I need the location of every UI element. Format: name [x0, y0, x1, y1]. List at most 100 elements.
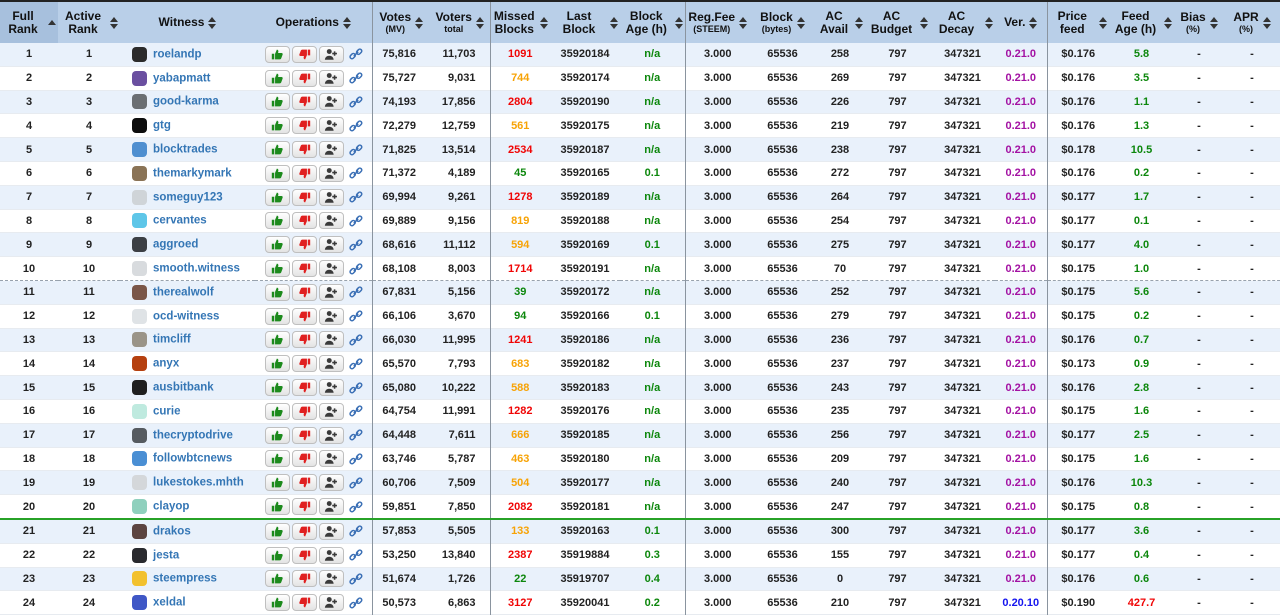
witness-link[interactable]: anyx — [153, 357, 180, 370]
downvote-button[interactable] — [291, 93, 317, 111]
witness-link[interactable]: ausbitbank — [153, 381, 214, 394]
chain-link-icon[interactable] — [349, 143, 363, 157]
downvote-button[interactable] — [291, 546, 317, 564]
witness-link[interactable]: themarkymark — [153, 167, 232, 180]
column-header-witness[interactable]: Witness — [120, 2, 255, 43]
add-proxy-button[interactable] — [318, 141, 344, 159]
chain-link-icon[interactable] — [349, 119, 363, 133]
column-header-active_rank[interactable]: Active Rank — [58, 2, 120, 43]
chain-link-icon[interactable] — [349, 333, 363, 347]
chain-link-icon[interactable] — [349, 71, 363, 85]
upvote-button[interactable] — [264, 522, 290, 540]
upvote-button[interactable] — [264, 212, 290, 230]
downvote-button[interactable] — [291, 522, 317, 540]
downvote-button[interactable] — [291, 474, 317, 492]
column-header-missed[interactable]: Missed Blocks — [490, 2, 550, 43]
column-header-last_block[interactable]: Last Block — [550, 2, 620, 43]
witness-link[interactable]: gtg — [153, 119, 171, 132]
downvote-button[interactable] — [291, 260, 317, 278]
add-proxy-button[interactable] — [318, 236, 344, 254]
witness-link[interactable]: steempress — [153, 572, 217, 585]
column-header-votes[interactable]: Votes (MV) — [372, 2, 430, 43]
downvote-button[interactable] — [291, 426, 317, 444]
chain-link-icon[interactable] — [349, 548, 363, 562]
chain-link-icon[interactable] — [349, 190, 363, 204]
downvote-button[interactable] — [291, 283, 317, 301]
column-header-ac_avail[interactable]: AC Avail — [815, 2, 865, 43]
witness-link[interactable]: cervantes — [153, 214, 207, 227]
add-proxy-button[interactable] — [318, 93, 344, 111]
add-proxy-button[interactable] — [318, 474, 344, 492]
downvote-button[interactable] — [291, 570, 317, 588]
add-proxy-button[interactable] — [318, 188, 344, 206]
add-proxy-button[interactable] — [318, 307, 344, 325]
witness-link[interactable]: followbtcnews — [153, 452, 233, 465]
add-proxy-button[interactable] — [318, 546, 344, 564]
chain-link-icon[interactable] — [349, 452, 363, 466]
add-proxy-button[interactable] — [318, 570, 344, 588]
add-proxy-button[interactable] — [318, 355, 344, 373]
witness-link[interactable]: ocd-witness — [153, 310, 220, 323]
chain-link-icon[interactable] — [349, 596, 363, 610]
witness-link[interactable]: timcliff — [153, 333, 191, 346]
add-proxy-button[interactable] — [318, 283, 344, 301]
witness-link[interactable]: smooth.witness — [153, 262, 240, 275]
witness-link[interactable]: jesta — [153, 549, 180, 562]
downvote-button[interactable] — [291, 379, 317, 397]
add-proxy-button[interactable] — [318, 379, 344, 397]
chain-link-icon[interactable] — [349, 428, 363, 442]
upvote-button[interactable] — [264, 594, 290, 612]
upvote-button[interactable] — [264, 141, 290, 159]
upvote-button[interactable] — [264, 283, 290, 301]
witness-link[interactable]: aggroed — [153, 238, 199, 251]
downvote-button[interactable] — [291, 450, 317, 468]
column-header-full_rank[interactable]: Full Rank — [0, 2, 58, 43]
witness-link[interactable]: thecryptodrive — [153, 429, 233, 442]
downvote-button[interactable] — [291, 212, 317, 230]
witness-link[interactable]: someguy123 — [153, 191, 223, 204]
column-header-voters[interactable]: Voters total — [430, 2, 491, 43]
upvote-button[interactable] — [264, 260, 290, 278]
chain-link-icon[interactable] — [349, 404, 363, 418]
chain-link-icon[interactable] — [349, 95, 363, 109]
chain-link-icon[interactable] — [349, 476, 363, 490]
column-header-ac_decay[interactable]: AC Decay — [930, 2, 995, 43]
upvote-button[interactable] — [264, 307, 290, 325]
upvote-button[interactable] — [264, 117, 290, 135]
witness-link[interactable]: clayop — [153, 500, 190, 513]
add-proxy-button[interactable] — [318, 69, 344, 87]
add-proxy-button[interactable] — [318, 45, 344, 63]
column-header-reg_fee[interactable]: Reg.Fee (STEEM) — [685, 2, 750, 43]
add-proxy-button[interactable] — [318, 117, 344, 135]
upvote-button[interactable] — [264, 546, 290, 564]
downvote-button[interactable] — [291, 141, 317, 159]
add-proxy-button[interactable] — [318, 402, 344, 420]
chain-link-icon[interactable] — [349, 309, 363, 323]
downvote-button[interactable] — [291, 117, 317, 135]
witness-link[interactable]: blocktrades — [153, 143, 218, 156]
upvote-button[interactable] — [264, 379, 290, 397]
column-header-price_feed[interactable]: Price feed — [1047, 2, 1109, 43]
column-header-block_age[interactable]: Block Age (h) — [620, 2, 686, 43]
downvote-button[interactable] — [291, 498, 317, 516]
add-proxy-button[interactable] — [318, 164, 344, 182]
column-header-operations[interactable]: Operations — [255, 2, 373, 43]
upvote-button[interactable] — [264, 426, 290, 444]
column-header-feed_age[interactable]: Feed Age (h) — [1109, 2, 1174, 43]
add-proxy-button[interactable] — [318, 594, 344, 612]
downvote-button[interactable] — [291, 164, 317, 182]
upvote-button[interactable] — [264, 331, 290, 349]
witness-link[interactable]: xeldal — [153, 596, 186, 609]
witness-link[interactable]: roelandp — [153, 48, 202, 61]
upvote-button[interactable] — [264, 402, 290, 420]
upvote-button[interactable] — [264, 188, 290, 206]
column-header-ver[interactable]: Ver. — [995, 2, 1048, 43]
upvote-button[interactable] — [264, 69, 290, 87]
downvote-button[interactable] — [291, 355, 317, 373]
add-proxy-button[interactable] — [318, 498, 344, 516]
chain-link-icon[interactable] — [349, 285, 363, 299]
add-proxy-button[interactable] — [318, 522, 344, 540]
chain-link-icon[interactable] — [349, 381, 363, 395]
upvote-button[interactable] — [264, 498, 290, 516]
upvote-button[interactable] — [264, 164, 290, 182]
